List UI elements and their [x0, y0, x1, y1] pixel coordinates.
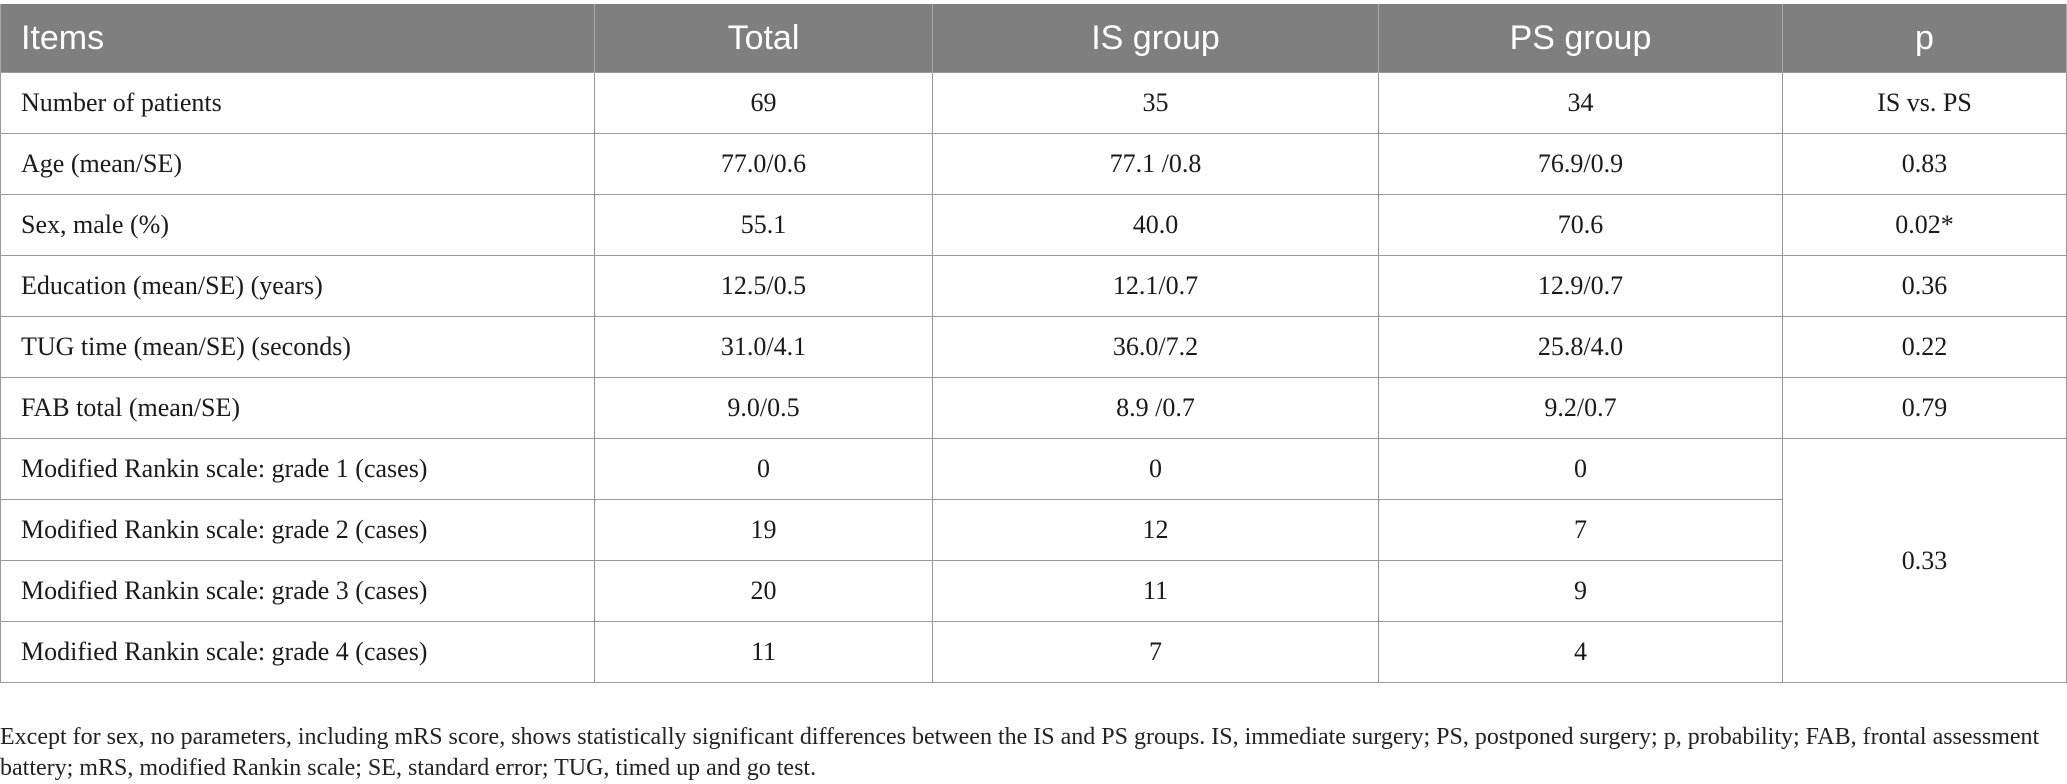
cell-total: 11 [594, 621, 933, 683]
row-label: Modified Rankin scale: grade 2 (cases) [0, 499, 595, 561]
cell-total: 12.5/0.5 [594, 255, 933, 317]
table-row: Education (mean/SE) (years) 12.5/0.5 12.… [0, 255, 2067, 317]
cell-ps-group: 12.9/0.7 [1378, 255, 1783, 317]
row-label: Number of patients [0, 72, 595, 134]
cell-total: 0 [594, 438, 933, 500]
table-row: Modified Rankin scale: grade 4 (cases) 1… [0, 621, 2067, 683]
data-table-container: Items Total IS group PS group p Number o… [0, 4, 2067, 683]
table-row: Modified Rankin scale: grade 1 (cases) 0… [0, 438, 2067, 683]
cell-is-group: 12.1/0.7 [932, 255, 1379, 317]
patient-characteristics-table: Items Total IS group PS group p Number o… [0, 4, 2067, 683]
cell-ps-group: 9.2/0.7 [1378, 377, 1783, 439]
row-label: Modified Rankin scale: grade 4 (cases) [0, 621, 595, 683]
cell-total: 31.0/4.1 [594, 316, 933, 378]
cell-total: 69 [594, 72, 933, 134]
cell-p: 0.02* [1782, 194, 2067, 256]
cell-total: 19 [594, 499, 933, 561]
header-items: Items [0, 4, 595, 73]
cell-is-group: 7 [932, 621, 1379, 683]
header-p: p [1782, 4, 2067, 73]
header-total: Total [594, 4, 933, 73]
table-row: Age (mean/SE) 77.0/0.6 77.1 /0.8 76.9/0.… [0, 133, 2067, 195]
cell-p: 0.83 [1782, 133, 2067, 195]
table-row: Number of patients 69 35 34 IS vs. PS [0, 72, 2067, 134]
header-ps-group: PS group [1378, 4, 1783, 73]
cell-p: 0.36 [1782, 255, 2067, 317]
row-label: Sex, male (%) [0, 194, 595, 256]
cell-ps-group: 0 [1378, 438, 1783, 500]
cell-ps-group: 25.8/4.0 [1378, 316, 1783, 378]
cell-is-group: 8.9 /0.7 [932, 377, 1379, 439]
cell-total: 20 [594, 560, 933, 622]
cell-is-group: 40.0 [932, 194, 1379, 256]
cell-p: IS vs. PS [1782, 72, 2067, 134]
cell-ps-group: 76.9/0.9 [1378, 133, 1783, 195]
cell-is-group: 12 [932, 499, 1379, 561]
cell-ps-group: 4 [1378, 621, 1783, 683]
cell-ps-group: 9 [1378, 560, 1783, 622]
row-label: Modified Rankin scale: grade 3 (cases) [0, 560, 595, 622]
cell-is-group: 77.1 /0.8 [932, 133, 1379, 195]
cell-ps-group: 70.6 [1378, 194, 1783, 256]
table-row: Sex, male (%) 55.1 40.0 70.6 0.02* [0, 194, 2067, 256]
cell-ps-group: 7 [1378, 499, 1783, 561]
cell-p: 0.79 [1782, 377, 2067, 439]
cell-is-group: 35 [932, 72, 1379, 134]
row-label: Modified Rankin scale: grade 1 (cases) [0, 438, 595, 500]
table-header-row: Items Total IS group PS group p [0, 4, 2067, 73]
cell-p-rankin-merged: 0.33 [1782, 438, 2067, 683]
table-row: Modified Rankin scale: grade 3 (cases) 2… [0, 560, 2067, 622]
cell-is-group: 36.0/7.2 [932, 316, 1379, 378]
row-label: FAB total (mean/SE) [0, 377, 595, 439]
header-is-group: IS group [932, 4, 1379, 73]
row-label: TUG time (mean/SE) (seconds) [0, 316, 595, 378]
table-footnote: Except for sex, no parameters, including… [0, 724, 2040, 781]
table-row: FAB total (mean/SE) 9.0/0.5 8.9 /0.7 9.2… [0, 377, 2067, 439]
row-label: Age (mean/SE) [0, 133, 595, 195]
cell-total: 9.0/0.5 [594, 377, 933, 439]
cell-is-group: 0 [932, 438, 1379, 500]
table-row: Modified Rankin scale: grade 2 (cases) 1… [0, 499, 2067, 561]
cell-total: 55.1 [594, 194, 933, 256]
cell-ps-group: 34 [1378, 72, 1783, 134]
row-label: Education (mean/SE) (years) [0, 255, 595, 317]
cell-total: 77.0/0.6 [594, 133, 933, 195]
cell-is-group: 11 [932, 560, 1379, 622]
cell-p: 0.22 [1782, 316, 2067, 378]
table-row: TUG time (mean/SE) (seconds) 31.0/4.1 36… [0, 316, 2067, 378]
